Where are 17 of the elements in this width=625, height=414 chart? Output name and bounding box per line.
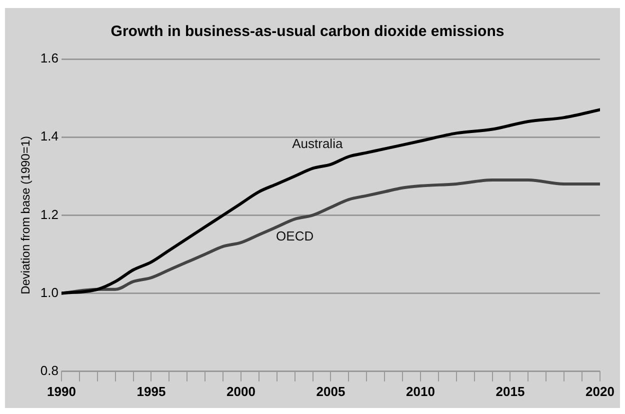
series-label: OECD <box>276 228 314 244</box>
series-label: Australia <box>292 136 344 152</box>
x-tick-label: 1990 <box>47 384 76 399</box>
x-tick-label: 2015 <box>496 384 525 399</box>
x-tick-label: 2000 <box>226 384 256 399</box>
chart-title: Growth in business-as-usual carbon dioxide emissions <box>110 23 504 40</box>
y-tick-label: 1.0 <box>40 284 58 300</box>
y-axis-title: Deviation from base (1990=1) <box>18 136 33 294</box>
y-tick-label: 0.8 <box>40 362 58 378</box>
line-series <box>61 108 600 295</box>
x-tick-label: 2005 <box>316 384 346 399</box>
x-tick-label: 2010 <box>406 384 435 399</box>
y-tick-label: 1.2 <box>40 206 58 222</box>
y-tick-label: 1.4 <box>40 128 58 144</box>
y-tick-label: 1.6 <box>40 50 58 66</box>
x-tick-label: 2020 <box>586 384 614 399</box>
x-tick-label: 1995 <box>136 384 166 399</box>
